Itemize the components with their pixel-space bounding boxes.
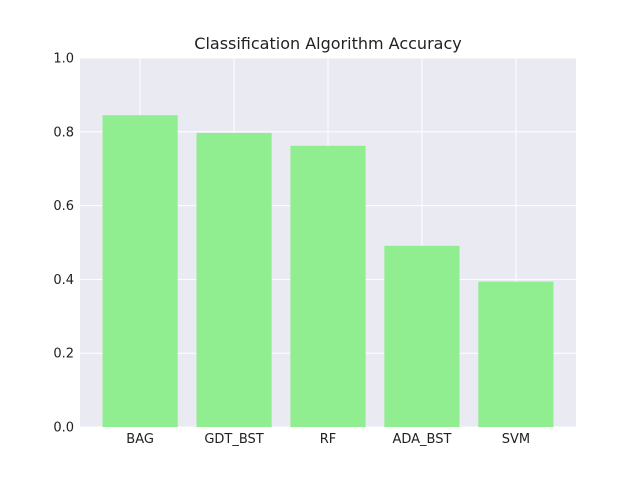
y-tick-label: 1.0 (53, 52, 74, 67)
x-tick-label: BAG (126, 432, 154, 447)
x-tick-label: GDT_BST (204, 432, 263, 447)
bar-rf (290, 145, 366, 427)
x-tick-label: SVM (502, 432, 530, 447)
bars (102, 115, 554, 428)
bar-ada-bst (384, 245, 460, 427)
bar-svm (478, 281, 554, 427)
y-tick-label: 0.2 (53, 347, 74, 362)
x-tick-label: ADA_BST (392, 432, 451, 447)
chart-title: Classification Algorithm Accuracy (194, 34, 461, 53)
y-tick-label: 0.6 (53, 199, 74, 214)
y-tick-label: 0.8 (53, 125, 74, 140)
bar-bag (102, 115, 178, 427)
x-tick-label: RF (320, 432, 337, 447)
bar-gdt-bst (196, 132, 272, 428)
y-tick-label: 0.4 (53, 273, 74, 288)
x-axis-ticks: BAG GDT_BST RF ADA_BST SVM (126, 432, 530, 447)
y-axis-ticks: 0.0 0.2 0.4 0.6 0.8 1.0 (53, 52, 74, 436)
y-tick-label: 0.0 (53, 421, 74, 436)
